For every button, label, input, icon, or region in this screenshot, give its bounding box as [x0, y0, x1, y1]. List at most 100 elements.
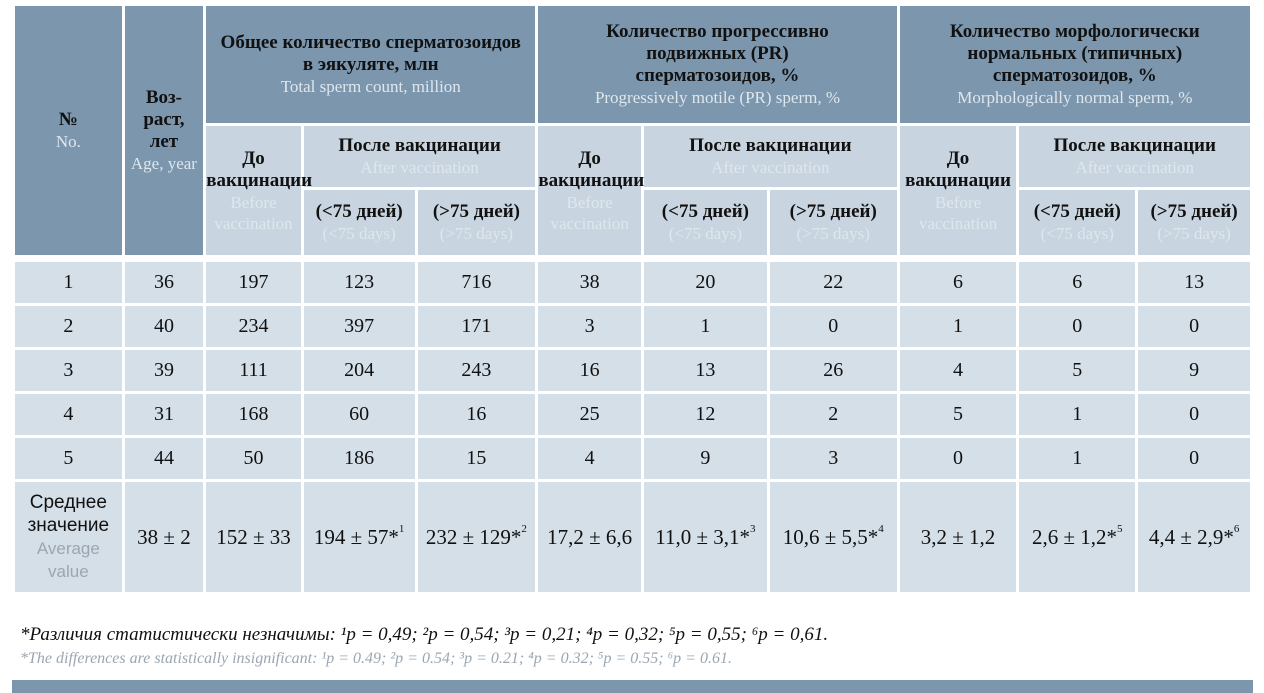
- table-cell: 186: [303, 438, 415, 482]
- table-cell: 4: [538, 438, 641, 482]
- after-col-2: После вакцинации After vaccination: [643, 123, 897, 187]
- table-cell: 3: [538, 306, 641, 350]
- after-en: After vaccination: [1075, 158, 1194, 177]
- average-label-en: Average value: [36, 539, 100, 581]
- after-ru: После вакцинации: [338, 135, 501, 156]
- table-cell: 9: [643, 438, 767, 482]
- group-total-count: Общее количество сперматозоидов в эякуля…: [206, 6, 536, 123]
- before-ru: До вакцинации: [206, 147, 313, 191]
- lt75-col-3: (<75 дней) (<75 days): [1019, 187, 1136, 255]
- table-cell: 0: [1138, 306, 1250, 350]
- table-cell: 171: [417, 306, 536, 350]
- lt75-ru: (<75 дней): [315, 201, 403, 222]
- table-cell: 25: [538, 394, 641, 438]
- table-cell: 234: [206, 306, 301, 350]
- average-footnote-ref: 2: [521, 522, 527, 535]
- gt75-ru: (>75 дней): [432, 201, 520, 222]
- average-value: 3,2 ± 1,2: [920, 524, 996, 549]
- table-cell: 15: [417, 438, 536, 482]
- before-col-3: До вакцинации Before vaccination: [899, 123, 1017, 255]
- average-value: 4,4 ± 2,9*: [1148, 524, 1234, 549]
- table-cell: 168: [206, 394, 301, 438]
- table-row: 2 40 234 397 171 3 1 0 1 0 0: [15, 306, 1250, 350]
- gt75-col-3: (>75 дней) (>75 days): [1138, 187, 1250, 255]
- group-total-en: Total sperm count, million: [280, 77, 461, 96]
- before-en: Before vaccination: [550, 192, 629, 233]
- before-en: Before vaccination: [214, 192, 293, 233]
- group-morph-en: Morphologically normal sperm, %: [957, 88, 1193, 107]
- table-cell: 5: [15, 438, 122, 482]
- footnote-en: *The differences are statistically insig…: [20, 650, 732, 667]
- before-ru: До вакцинации: [905, 147, 1011, 191]
- table-cell: 1: [1019, 394, 1136, 438]
- table-cell: 4: [899, 350, 1017, 394]
- table-cell: 1: [1019, 438, 1136, 482]
- table-cell: 31: [124, 394, 204, 438]
- gt75-en: (>75 days): [439, 224, 514, 243]
- after-en: After vaccination: [711, 158, 830, 177]
- table-cell: 13: [1138, 262, 1250, 306]
- table-cell: 44: [124, 438, 204, 482]
- average-label-ru: Среднее значение: [27, 492, 110, 536]
- lt75-col-1: (<75 дней) (<75 days): [303, 187, 415, 255]
- header-age-ru: Воз-раст, лет: [143, 87, 185, 152]
- table-cell: 111: [206, 350, 301, 394]
- average-cell: 17,2 ± 6,6: [538, 482, 641, 592]
- average-cell: 11,0 ± 3,1*3: [643, 482, 767, 592]
- table-cell: 2: [769, 394, 897, 438]
- after-col-1: После вакцинации After vaccination: [303, 123, 536, 187]
- table-cell: 397: [303, 306, 415, 350]
- gt75-col-1: (>75 дней) (>75 days): [417, 187, 536, 255]
- table-cell: 12: [643, 394, 767, 438]
- lt75-ru: (<75 дней): [1033, 201, 1121, 222]
- table-cell: 5: [899, 394, 1017, 438]
- header-no-ru: №: [58, 109, 78, 130]
- average-footnote-ref: 5: [1117, 522, 1123, 535]
- table-cell: 22: [769, 262, 897, 306]
- table-cell: 9: [1138, 350, 1250, 394]
- table-row: 1 36 197 123 716 38 20 22 6 6 13: [15, 262, 1250, 306]
- group-total-ru: Общее количество сперматозоидов в эякуля…: [220, 32, 521, 75]
- table-cell: 0: [769, 306, 897, 350]
- table-cell: 123: [303, 262, 415, 306]
- after-en: After vaccination: [360, 158, 479, 177]
- lt75-en: (<75 days): [322, 224, 396, 243]
- gt75-en: (>75 days): [796, 224, 870, 243]
- average-value: 17,2 ± 6,6: [547, 524, 633, 549]
- gt75-en: (>75 days): [1157, 224, 1231, 243]
- table-row: 5 44 50 186 15 4 9 3 0 1 0: [15, 438, 1250, 482]
- average-footnote-ref: 3: [750, 522, 756, 535]
- table-cell: 0: [1138, 438, 1250, 482]
- header-age-en: Age, year: [130, 154, 197, 173]
- average-cell: 4,4 ± 2,9*6: [1138, 482, 1250, 592]
- table-cell: 16: [538, 350, 641, 394]
- average-value: 11,0 ± 3,1*: [655, 524, 750, 549]
- average-label: Среднее значение Average value: [15, 482, 122, 592]
- average-value: 232 ± 129*: [425, 524, 522, 549]
- table-body: 1 36 197 123 716 38 20 22 6 6 13 2 40 234 397 171 3 1 0 1 0 0…: [15, 255, 1250, 592]
- average-row: Среднее значение Average value 38 ± 2 152 ±…: [15, 482, 1250, 592]
- data-table: № No. Воз-раст, лет Age, year Общее коли…: [12, 6, 1253, 592]
- average-footnote-ref: 6: [1233, 522, 1240, 535]
- gt75-col-2: (>75 дней) (>75 days): [769, 187, 897, 255]
- table-cell: 39: [124, 350, 204, 394]
- table-cell: 243: [417, 350, 536, 394]
- after-ru: После вакцинации: [1053, 135, 1216, 156]
- table-cell: 204: [303, 350, 415, 394]
- table-cell: 0: [1019, 306, 1136, 350]
- average-value: 152 ± 33: [216, 524, 291, 549]
- table-cell: 5: [1019, 350, 1136, 394]
- table-cell: 1: [899, 306, 1017, 350]
- group-motile: Количество прогрессивно подвижных (PR) с…: [538, 6, 897, 123]
- after-col-3: После вакцинации After vaccination: [1019, 123, 1250, 187]
- table-cell: 38: [538, 262, 641, 306]
- bottom-bar: [12, 680, 1253, 693]
- group-motile-ru: Количество прогрессивно подвижных (PR) с…: [606, 21, 829, 86]
- table-cell: 3: [15, 350, 122, 394]
- lt75-ru: (<75 дней): [661, 201, 749, 222]
- table-cell: 3: [769, 438, 897, 482]
- table-cell: 36: [124, 262, 204, 306]
- group-morph: Количество морфологически нормальных (ти…: [899, 6, 1250, 123]
- table-cell: 4: [15, 394, 122, 438]
- table-cell: 16: [417, 394, 536, 438]
